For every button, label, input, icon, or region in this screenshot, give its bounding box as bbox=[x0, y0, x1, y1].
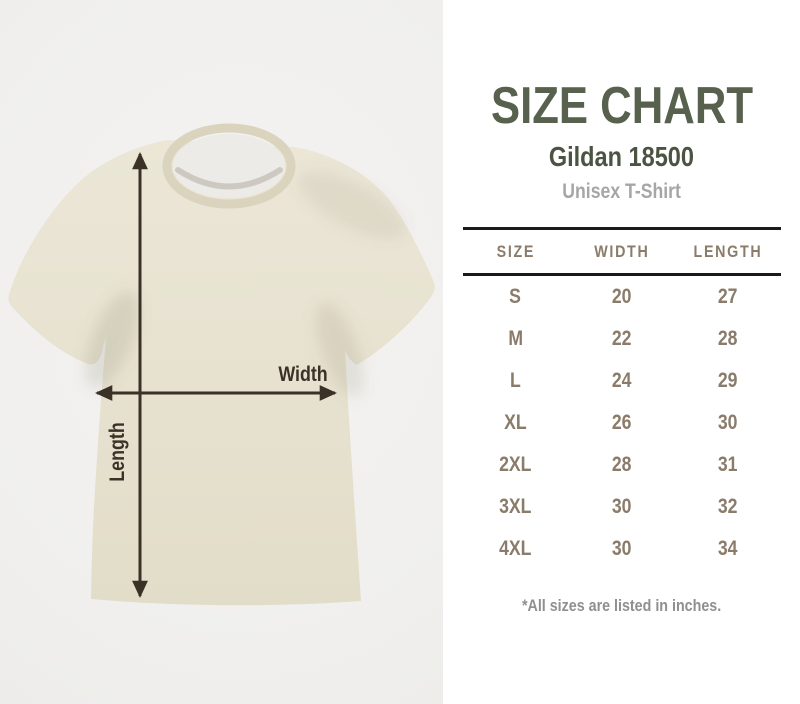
table-cell: 34 bbox=[675, 528, 781, 570]
table-row: 3XL 30 32 bbox=[463, 486, 781, 528]
table-cell-text: 32 bbox=[717, 495, 738, 518]
table-cell-text: 31 bbox=[717, 453, 738, 476]
shading-left-underarm bbox=[85, 291, 139, 389]
page-title: SIZE CHART bbox=[443, 80, 800, 132]
product-type-text: Unisex T-Shirt bbox=[562, 180, 681, 203]
table-cell-text: 30 bbox=[611, 537, 632, 560]
table-cell-text: 26 bbox=[611, 411, 632, 434]
units-footnote: *All sizes are listed in inches. bbox=[443, 597, 800, 614]
table-cell: 32 bbox=[675, 486, 781, 528]
table-cell: 31 bbox=[675, 444, 781, 486]
table-cell-text: L bbox=[510, 369, 521, 392]
table-cell-text: 27 bbox=[717, 285, 738, 308]
product-name-text: Gildan 18500 bbox=[548, 141, 695, 172]
page-title-text: SIZE CHART bbox=[490, 77, 753, 135]
table-cell-text: 3XL bbox=[499, 495, 532, 518]
table-cell-text: M bbox=[508, 327, 523, 350]
size-chart-panel: SIZE CHART Gildan 18500 Unisex T-Shirt S… bbox=[443, 0, 800, 704]
table-cell-text: 30 bbox=[611, 495, 632, 518]
neck-opening bbox=[173, 134, 285, 198]
table-cell-text: XL bbox=[504, 411, 527, 434]
table-cell: 3XL bbox=[463, 486, 569, 528]
table-row: 2XL 28 31 bbox=[463, 444, 781, 486]
table-cell: M bbox=[463, 318, 569, 360]
table-row: S 20 27 bbox=[463, 275, 781, 319]
column-header: SIZE bbox=[462, 227, 569, 276]
neck-inner-shadow bbox=[175, 167, 283, 190]
table-cell: 30 bbox=[569, 528, 675, 570]
size-table-body: S 20 27 M 22 28 L 24 29 XL 26 30 2XL 28 31 3XL 30 32 4XL 30… bbox=[463, 275, 781, 571]
table-cell-text: 29 bbox=[717, 369, 738, 392]
table-cell-text: 28 bbox=[717, 327, 738, 350]
table-cell: 30 bbox=[675, 402, 781, 444]
size-table-head: SIZE WIDTH LENGTH bbox=[462, 227, 781, 276]
table-cell: 28 bbox=[675, 318, 781, 360]
table-cell: 30 bbox=[569, 486, 675, 528]
table-cell-text: S bbox=[509, 285, 522, 308]
column-header: LENGTH bbox=[674, 227, 781, 276]
table-cell-text: 28 bbox=[611, 453, 632, 476]
units-footnote-text: *All sizes are listed in inches. bbox=[521, 596, 722, 615]
table-cell-text: 4XL bbox=[499, 537, 532, 560]
length-label: Length bbox=[106, 422, 130, 481]
table-cell-text: 2XL bbox=[499, 453, 532, 476]
table-cell: XL bbox=[463, 402, 569, 444]
table-cell: 28 bbox=[569, 444, 675, 486]
column-header-text: WIDTH bbox=[593, 241, 650, 261]
table-cell: 20 bbox=[569, 275, 675, 319]
table-cell: 26 bbox=[569, 402, 675, 444]
width-label: Width bbox=[278, 363, 327, 387]
tshirt-photo-pane: Width Length bbox=[0, 0, 443, 704]
table-cell-text: 34 bbox=[717, 537, 738, 560]
table-cell-text: 20 bbox=[611, 285, 632, 308]
size-table: SIZE WIDTH LENGTH S 20 27 M 22 28 L 24 29 XL 26 30 2XL… bbox=[462, 227, 781, 571]
table-cell: 27 bbox=[675, 275, 781, 319]
table-cell: 2XL bbox=[463, 444, 569, 486]
table-row: XL 26 30 bbox=[463, 402, 781, 444]
product-type: Unisex T-Shirt bbox=[443, 181, 800, 202]
table-cell: 29 bbox=[675, 360, 781, 402]
column-header-text: SIZE bbox=[496, 241, 535, 261]
table-cell: 4XL bbox=[463, 528, 569, 570]
shading-right-underarm bbox=[315, 302, 365, 398]
table-row: L 24 29 bbox=[463, 360, 781, 402]
tshirt-measurement-diagram: Width Length bbox=[8, 123, 435, 606]
table-row: 4XL 30 34 bbox=[463, 528, 781, 570]
table-cell-text: 24 bbox=[611, 369, 632, 392]
table-cell-text: 30 bbox=[717, 411, 738, 434]
collar-rib-band bbox=[162, 123, 296, 209]
table-cell: L bbox=[463, 360, 569, 402]
table-row: M 22 28 bbox=[463, 318, 781, 360]
tshirt-shape bbox=[8, 140, 435, 606]
table-cell: 22 bbox=[569, 318, 675, 360]
product-name: Gildan 18500 bbox=[443, 143, 800, 171]
shading-right-shoulder bbox=[298, 170, 406, 240]
column-header: WIDTH bbox=[568, 227, 675, 276]
column-header-text: LENGTH bbox=[693, 241, 762, 261]
table-cell: 24 bbox=[569, 360, 675, 402]
header-row: SIZE WIDTH LENGTH bbox=[462, 227, 781, 276]
table-cell-text: 22 bbox=[611, 327, 632, 350]
table-cell: S bbox=[463, 275, 569, 319]
